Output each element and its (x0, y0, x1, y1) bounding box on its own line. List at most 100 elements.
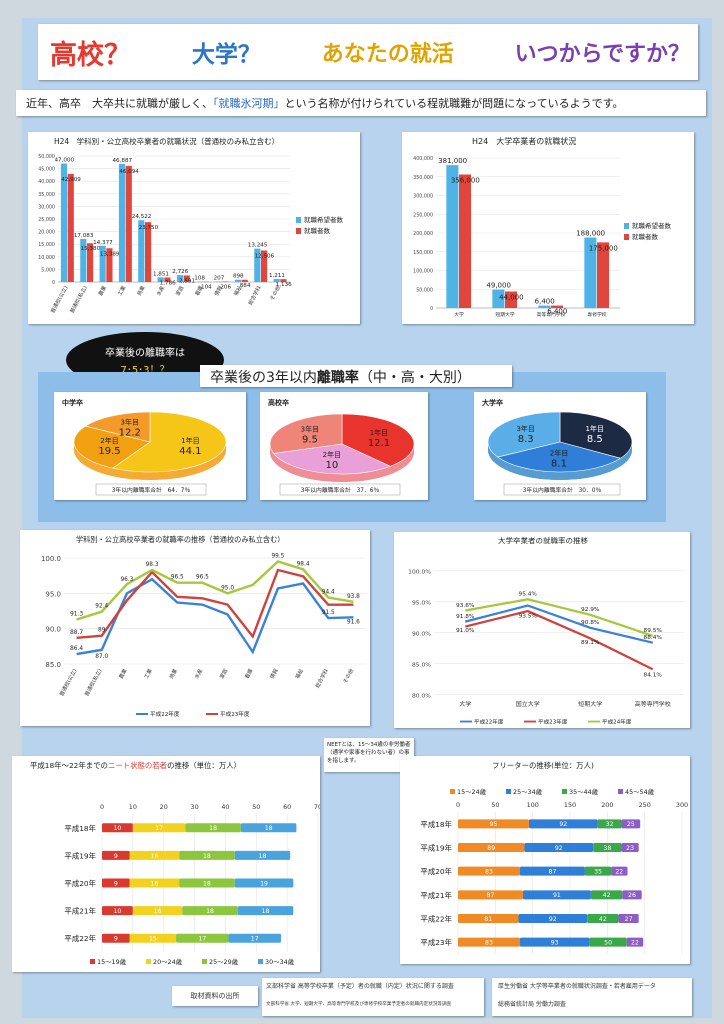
pie-slice (496, 441, 622, 473)
bar (597, 242, 610, 308)
x-tick-label: 国立大学 (516, 700, 540, 708)
freeter-chart: フリーターの推移(単位：万人) 0 50 100 150 200 250 300 平成18年 95… (420, 761, 688, 954)
y-tick-label: 15,000 (38, 242, 55, 248)
y-tick-label: 平成23年 (420, 938, 452, 947)
data-label: 207 (214, 275, 225, 281)
bubble-line-1: 卒業後の離職率は (105, 348, 185, 359)
x-tick-label: 50 (491, 801, 499, 809)
bar-segment (528, 819, 598, 829)
x-tick-label: 総合学科 (313, 667, 330, 689)
segment-label: 92 (555, 845, 563, 852)
x-tick-label: 高等専門学校 (635, 700, 671, 708)
bar-segment (132, 823, 186, 833)
data-label: 93.6% (456, 603, 474, 609)
x-tick-label: 普通校(公立) (57, 667, 78, 697)
x-tick-label: 水産 (192, 667, 204, 680)
y-tick-label: 平成19年 (64, 851, 96, 860)
pie-total-box (279, 483, 401, 496)
data-label: 1,851 (153, 271, 169, 277)
segment-label: 93 (551, 940, 559, 947)
segment-label: 18 (203, 853, 211, 860)
bar (222, 281, 229, 282)
segment-label: 83 (485, 869, 493, 876)
legend-swatch (202, 959, 207, 964)
legend-swatch (618, 789, 623, 794)
section-title-bold: 離職率 (316, 370, 359, 386)
pie-slice-value: 12.2 (119, 428, 141, 439)
segment-label: 18 (209, 825, 217, 832)
x-tick-label: 40 (221, 803, 229, 811)
bar-segment (590, 890, 623, 900)
bar (118, 163, 126, 282)
y-tick-label: 35,000 (38, 192, 55, 198)
data-label: 188,000 (576, 230, 605, 238)
title-part-4: いつからですか？ (514, 42, 690, 67)
pie-slice (84, 411, 151, 443)
series-line (76, 568, 354, 640)
bar (60, 163, 68, 282)
title-part-3: あなたの就活 (321, 42, 454, 67)
x-tick-label: 農業 (96, 284, 108, 297)
data-label: 356,000 (451, 177, 480, 185)
y-tick-label: 95.0 (45, 590, 61, 598)
y-tick-label: 0 (52, 280, 55, 286)
data-label: 2,591 (179, 278, 195, 284)
x-tick-label: 商業 (167, 667, 179, 680)
segment-label: 89 (487, 845, 495, 852)
bar-segment (129, 933, 177, 943)
freeter-panel: フリーターの推移(単位：万人) 0 50 100 150 200 250 300 平成18年 95… (400, 756, 690, 964)
legend-label: 30～34歳 (265, 957, 295, 966)
intro-highlight: 「就職氷河期」 (213, 97, 285, 110)
series-line (465, 598, 654, 637)
segment-label: 9 (114, 880, 118, 887)
bar-segment (458, 819, 529, 829)
segment-label: 18 (206, 908, 214, 915)
pie-jh-panel: 中学卒 1年目 44.1 2年目 19.5 3年目 12.2 3年以内離職率合計 64．7％ (54, 392, 246, 500)
data-label: 89 (98, 628, 106, 634)
legend-swatch (258, 959, 263, 964)
title-part-2: 大学？ (191, 42, 261, 68)
neet-chart: 平成18年～22年までのニート状態の若者の推移（単位：万人） 0 10 20 30 40 5… (30, 761, 322, 966)
bar-segment (102, 823, 133, 833)
chart-title: 大学卒業者の就職率の推移 (498, 536, 588, 545)
legend-swatch (450, 789, 455, 794)
pie-slice (269, 413, 343, 454)
pie-slice-label: 3年目 (301, 424, 319, 433)
source-center-box: 文部科学省 高等学校卒業（予定）者の就職（内定）状況に関する調査 文部科学省 大… (262, 978, 484, 1016)
bar-segment (185, 823, 241, 833)
y-tick-label: 平成18年 (420, 820, 452, 829)
chart-title-post: の推移（単位：万人） (167, 761, 241, 770)
bar-segment (179, 878, 235, 888)
bar-segment (458, 914, 519, 923)
intro-strip: 近年、高卒 大卒共に就職が厳しく、「就職氷河期」という名称が付けられている程就職… (16, 90, 706, 116)
hs-employment-panel: H24 学科別・公立高校卒業者の就職状況（普通校のみ私立含む） 0 5,000 10,… (28, 132, 360, 324)
series-line (76, 560, 354, 621)
y-tick-label: 95.0% (412, 601, 432, 607)
univ-employment-panel: H24 大学卒業者の就職状況 0 50,000 100,000 150,000 200,0… (402, 132, 694, 324)
hs-rate-panel: 学科別・公立高校卒業者の就職率の推移（普通校のみ私立含む） 85.0 90.0 95.… (20, 530, 370, 726)
neet-note-body: 15～34歳の非労働者（通学や家事を行わない者）の事を指します。 (327, 742, 411, 764)
pie-slice-value: 19.5 (98, 446, 120, 457)
segment-label: 27 (625, 916, 633, 923)
segment-label: 91 (553, 892, 561, 899)
segment-label: 32 (606, 821, 614, 828)
data-label: 91.0% (456, 628, 474, 634)
bar (261, 250, 268, 282)
pie-total-text: 3年以内離職率合計 30．0％ (523, 486, 602, 494)
bar-segment (621, 843, 639, 852)
y-tick-label: 45,000 (38, 167, 55, 173)
data-label: 96.5 (171, 575, 184, 581)
data-label: 1,136 (276, 282, 292, 288)
page-title: 高校？ 大学？ あなたの就活 いつからですか？ (50, 32, 690, 72)
legend-label: 就職者数 (632, 232, 659, 241)
legend-label: 就職希望者数 (304, 215, 344, 224)
segment-label: 92 (559, 821, 567, 828)
segment-label: 26 (628, 892, 636, 899)
x-tick-label: 30 (191, 803, 199, 811)
bar-segment (621, 819, 641, 829)
bar (551, 305, 564, 308)
segment-label: 16 (151, 853, 159, 860)
x-tick-label: 看護 (243, 666, 255, 680)
univ-rate-chart: 大学卒業者の就職率の推移 80.0% 85.0% 90.0% 95.0% 100.0% 93… (408, 536, 684, 725)
segment-label: 42 (603, 892, 611, 899)
